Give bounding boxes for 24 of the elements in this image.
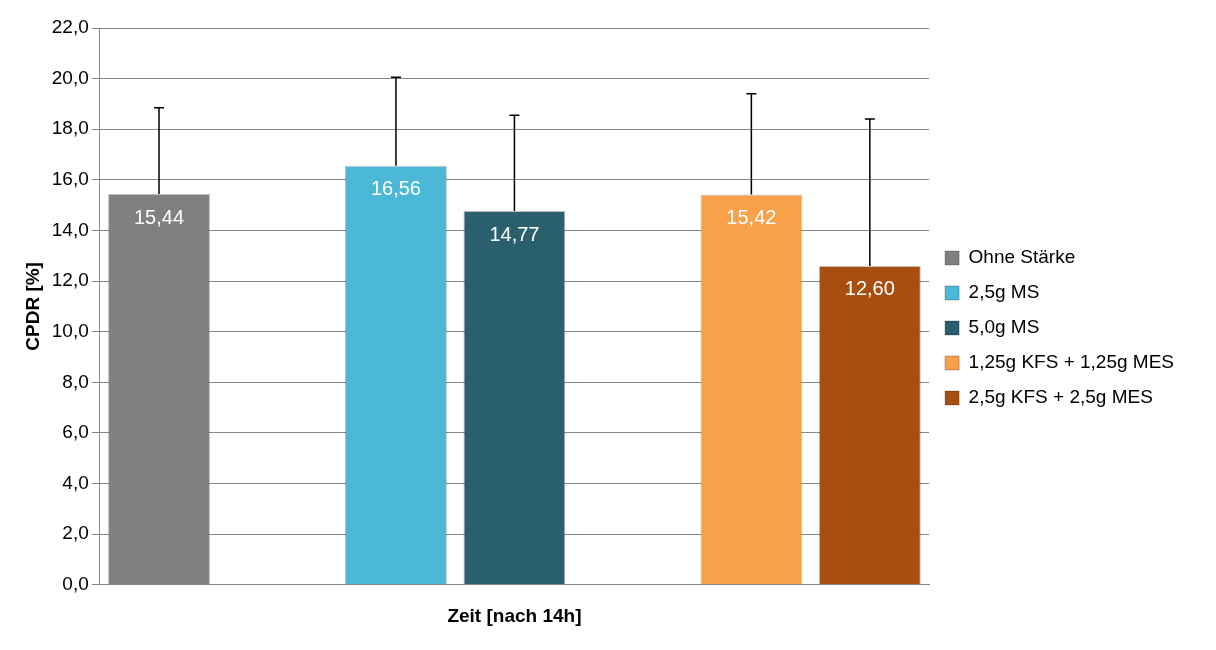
legend-label: 2,5g KFS + 2,5g MES [968, 386, 1153, 408]
legend-label: 5,0g MS [968, 316, 1040, 338]
y-tick-label: 0,0 [62, 573, 89, 595]
y-tick-label: 16,0 [51, 168, 89, 190]
data-label: 15,44 [133, 205, 185, 228]
data-label: 16,56 [370, 177, 421, 200]
legend-label: 1,25g KFS + 1,25g MES [968, 351, 1175, 373]
data-label: 14,77 [489, 222, 540, 245]
legend-label: 2,5g MS [968, 281, 1040, 303]
y-tick-label: 20,0 [51, 66, 89, 88]
y-axis-title: CPDR [%] [21, 262, 43, 351]
y-tick-label: 10,0 [51, 319, 89, 341]
y-tick-label: 6,0 [62, 421, 89, 443]
legend-label: Ohne Stärke [968, 246, 1076, 268]
y-tick-label: 22,0 [51, 16, 89, 38]
y-tick-label: 2,0 [62, 522, 89, 544]
y-tick-label: 4,0 [62, 471, 89, 493]
y-tick-label: 18,0 [51, 117, 89, 139]
x-axis-title: Zeit [nach 14h] [447, 604, 582, 626]
y-tick-label: 8,0 [62, 370, 89, 392]
data-label: 12,60 [844, 277, 895, 300]
data-label: 15,42 [726, 206, 777, 229]
y-tick-label: 12,0 [51, 269, 89, 291]
y-tick-label: 14,0 [51, 218, 89, 240]
